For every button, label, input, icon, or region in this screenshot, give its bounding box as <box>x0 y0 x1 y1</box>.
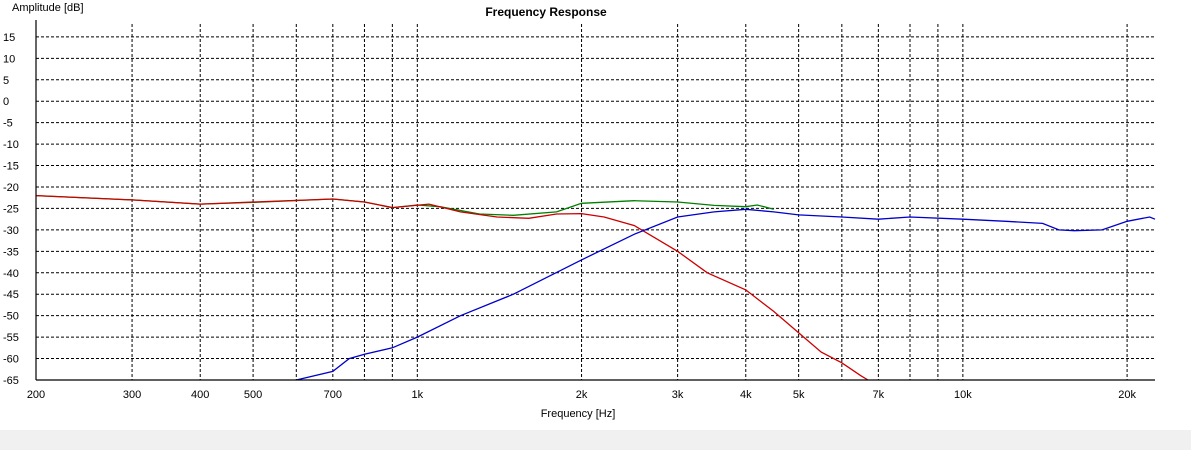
series-line-1 <box>35 194 774 216</box>
window-footer <box>0 430 1191 450</box>
x-tick-label: 300 <box>123 389 141 401</box>
x-tick-label: 1k <box>412 389 424 401</box>
y-tick-label: 10 <box>3 53 15 65</box>
x-tick-label: 700 <box>324 389 342 401</box>
axes <box>35 20 1155 381</box>
tick-labels: 15 10 5 0 -5 -10 -15 -20 -25 -30 -35 -40 -45 -50 -55 -6… <box>3 32 1136 401</box>
x-tick-label: 200 <box>27 389 45 401</box>
y-tick-label: -50 <box>3 311 19 323</box>
y-tick-label: 0 <box>3 96 9 108</box>
y-tick-label: -30 <box>3 225 19 237</box>
chart-title: Frequency Response <box>485 5 607 19</box>
x-tick-label: 4k <box>740 389 752 401</box>
x-axis-label: Frequency [Hz] <box>541 408 616 420</box>
y-tick-label: -10 <box>3 139 19 151</box>
x-tick-label: 2k <box>576 389 588 401</box>
x-tick-label: 500 <box>244 389 262 401</box>
x-tick-label: 7k <box>873 389 885 401</box>
y-tick-label: -25 <box>3 203 19 215</box>
y-tick-label: -65 <box>3 375 19 387</box>
y-tick-label: 15 <box>3 32 15 44</box>
y-tick-label: -55 <box>3 332 19 344</box>
grid <box>36 24 1155 380</box>
y-tick-label: -15 <box>3 161 19 173</box>
y-tick-label: -35 <box>3 246 19 258</box>
y-tick-label: 5 <box>3 75 9 87</box>
x-tick-label: 10k <box>954 389 972 401</box>
series-line-3 <box>296 208 1156 381</box>
y-tick-label: -20 <box>3 182 19 194</box>
series-group <box>35 194 1156 381</box>
x-tick-label: 5k <box>793 389 805 401</box>
x-tick-label: 400 <box>191 389 209 401</box>
x-tick-label: 3k <box>672 389 684 401</box>
y-tick-label: -40 <box>3 268 19 280</box>
y-tick-label: -5 <box>3 118 13 130</box>
series-line-2 <box>35 194 869 381</box>
y-tick-label: -45 <box>3 289 19 301</box>
y-axis-label: Amplitude [dB] <box>12 2 84 14</box>
x-tick-label: 20k <box>1118 389 1136 401</box>
y-tick-label: -60 <box>3 354 19 366</box>
